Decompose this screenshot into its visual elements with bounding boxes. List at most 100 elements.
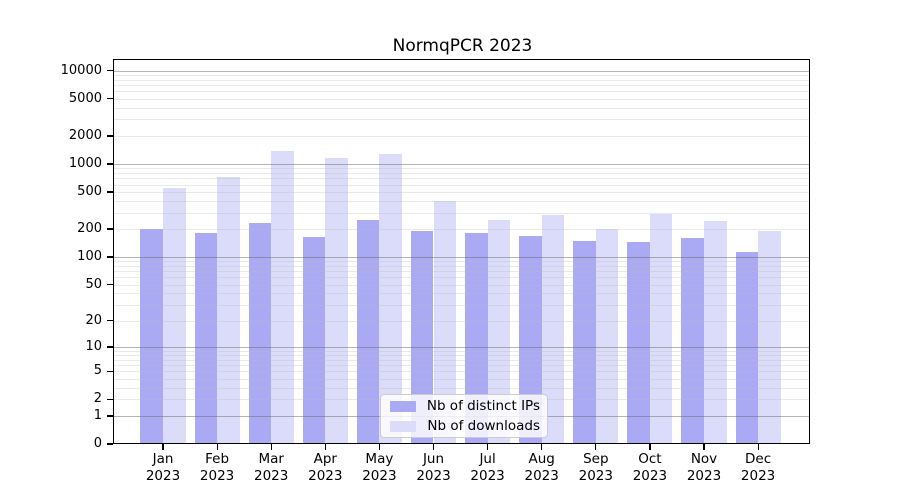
y-axis-tick-label: 0 xyxy=(93,436,102,451)
minor-gridline xyxy=(114,359,810,361)
y-axis-tick-label: 200 xyxy=(77,221,102,237)
y-axis-tick xyxy=(107,398,113,401)
x-axis-tick xyxy=(703,444,705,450)
x-axis-tick-label: Mar 2023 xyxy=(254,451,289,484)
y-axis-tick xyxy=(107,415,113,417)
bar-distinct-ips xyxy=(302,236,326,444)
x-axis-tick-label: Oct 2023 xyxy=(632,451,668,484)
y-axis-tick-label: 10 xyxy=(85,338,102,354)
y-axis-tick-label: 1000 xyxy=(68,155,102,171)
minor-gridline xyxy=(114,354,810,356)
minor-gridline xyxy=(114,168,810,170)
y-axis-tick xyxy=(107,319,113,322)
x-axis-tick-label: May 2023 xyxy=(362,451,397,484)
minor-gridline xyxy=(114,371,810,373)
bar-distinct-ips xyxy=(519,236,542,444)
legend-item-distinct-ips: Nb of distinct IPs xyxy=(388,398,540,415)
minor-gridline xyxy=(114,378,810,380)
bar-distinct-ips xyxy=(465,232,488,444)
y-axis-tick xyxy=(107,370,113,373)
minor-gridline xyxy=(114,85,810,87)
bar-distinct-ips xyxy=(140,229,163,444)
y-axis-tick-label: 50 xyxy=(85,276,102,292)
x-axis-tick xyxy=(595,444,597,450)
x-axis-tick xyxy=(162,444,164,450)
bar-downloads xyxy=(487,219,511,444)
minor-gridline xyxy=(114,387,810,389)
minor-gridline xyxy=(114,293,810,295)
minor-gridline xyxy=(114,178,810,180)
y-axis-tick-label: 10000 xyxy=(60,62,102,78)
minor-gridline xyxy=(114,79,810,81)
x-axis-tick-label: Feb 2023 xyxy=(199,451,235,484)
minor-gridline xyxy=(114,184,810,186)
minor-gridline xyxy=(114,119,810,121)
bar-distinct-ips xyxy=(248,222,272,444)
x-axis-tick xyxy=(378,444,381,450)
x-axis-tick xyxy=(216,444,218,450)
minor-gridline xyxy=(114,284,810,286)
y-axis-tick xyxy=(107,70,113,72)
x-axis-tick-label: Jun 2023 xyxy=(416,451,451,484)
y-axis-tick-label: 500 xyxy=(77,184,102,200)
minor-gridline xyxy=(114,135,810,137)
minor-gridline xyxy=(114,304,810,306)
minor-gridline xyxy=(114,271,810,273)
y-axis-tick xyxy=(107,163,113,165)
y-axis-tick xyxy=(107,256,113,258)
minor-gridline xyxy=(114,212,810,214)
minor-gridline xyxy=(114,74,810,76)
y-axis-tick-label: 1 xyxy=(93,407,102,423)
bar-downloads xyxy=(595,229,619,444)
y-axis-tick xyxy=(107,135,113,137)
minor-gridline xyxy=(114,265,810,267)
major-gridline xyxy=(114,70,810,72)
y-axis-tick xyxy=(107,284,113,286)
x-axis-tick-label: Nov 2023 xyxy=(686,451,722,484)
minor-gridline xyxy=(114,277,810,279)
bar-downloads xyxy=(758,230,781,444)
x-axis-tick-label: Jul 2023 xyxy=(470,451,505,484)
y-axis-tick xyxy=(107,98,113,100)
y-axis-tick-label: 5 xyxy=(93,363,102,379)
minor-gridline xyxy=(114,261,810,263)
y-axis-tick-label: 100 xyxy=(77,248,102,264)
bar-distinct-ips xyxy=(735,251,759,444)
bar-downloads xyxy=(649,213,673,444)
minor-gridline xyxy=(114,350,810,352)
minor-gridline xyxy=(114,201,810,203)
x-axis-tick-label: Aug 2023 xyxy=(524,451,559,484)
plot-frame xyxy=(113,59,810,444)
x-axis-tick xyxy=(487,444,489,450)
bar-downloads xyxy=(433,200,457,444)
bar-distinct-ips xyxy=(356,219,380,444)
bar-distinct-ips xyxy=(627,242,650,444)
bar-distinct-ips xyxy=(573,240,596,444)
x-axis-tick xyxy=(432,444,435,450)
x-axis-tick xyxy=(270,444,272,450)
bar-downloads xyxy=(704,220,727,444)
minor-gridline xyxy=(114,192,810,194)
major-gridline xyxy=(114,256,810,258)
legend-swatch-distinct-ips xyxy=(390,400,416,412)
chart-title: NormqPCR 2023 xyxy=(392,36,533,56)
x-axis-tick xyxy=(757,444,759,450)
y-axis-tick xyxy=(107,191,113,193)
x-axis-tick-label: Sep 2023 xyxy=(578,451,613,484)
y-axis-tick-label: 2000 xyxy=(68,127,102,143)
minor-gridline xyxy=(114,320,810,322)
legend-item-downloads: Nb of downloads xyxy=(388,418,540,435)
x-axis-tick xyxy=(541,444,543,450)
bar-distinct-ips xyxy=(681,238,704,444)
major-gridline xyxy=(114,346,810,348)
bar-downloads xyxy=(379,153,402,444)
x-axis-tick xyxy=(324,444,326,450)
legend: Nb of distinct IPs Nb of downloads xyxy=(380,394,548,438)
x-axis-tick-label: Apr 2023 xyxy=(308,451,343,484)
legend-label-distinct-ips: Nb of distinct IPs xyxy=(426,397,540,414)
minor-gridline xyxy=(114,91,810,93)
bar-downloads xyxy=(325,157,348,444)
x-axis-tick xyxy=(649,444,651,450)
y-axis-tick-label: 2 xyxy=(93,391,102,407)
